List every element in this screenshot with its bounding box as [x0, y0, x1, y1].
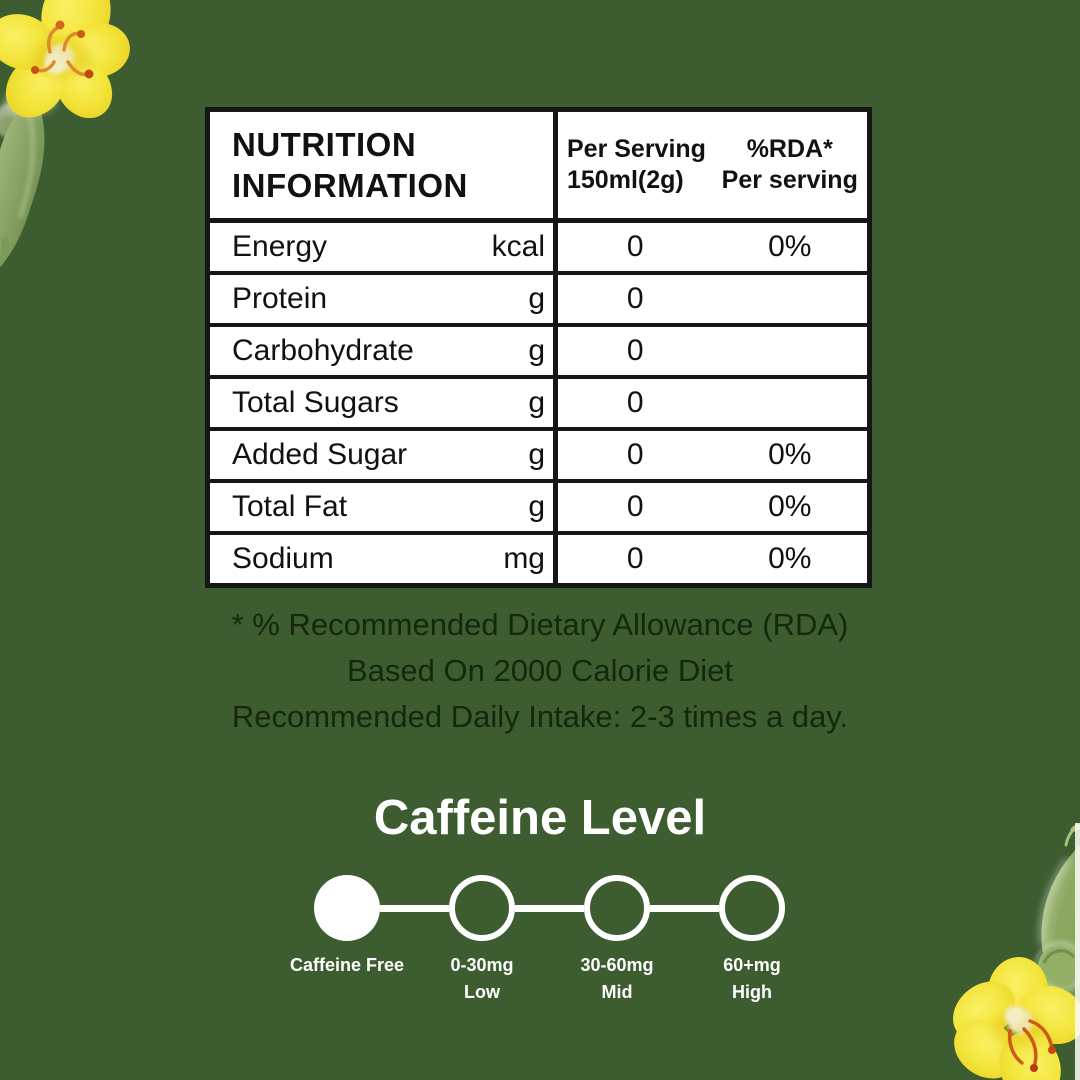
nutrient-name: Carbohydrate	[232, 334, 414, 367]
per-serving-value: 0	[626, 386, 644, 419]
table-header-values: Per Serving 150ml(2g) %RDA* Per serving	[558, 112, 867, 218]
yellow-flower-top-left-image	[0, 0, 130, 267]
caffeine-scale-connector	[515, 904, 584, 912]
caffeine-label-mid: 30-60mg Mid	[580, 955, 654, 1002]
table-row-total-sugars: Total Sugars g 0	[210, 375, 867, 427]
caffeine-level-title: Caffeine Level	[373, 791, 707, 845]
table-row-total-fat: Total Fat g 0 0%	[210, 479, 867, 531]
per-serving-value: 0	[626, 542, 644, 575]
caffeine-label-free: Caffeine Free	[289, 955, 405, 975]
nutrient-name: Sodium	[232, 542, 334, 575]
rda-footnote: * % Recommended Dietary Allowance (RDA) …	[0, 602, 1080, 740]
table-row-energy: Energy kcal 0 0%	[210, 223, 867, 271]
nutrient-name: Added Sugar	[232, 438, 408, 471]
caffeine-label-high: 60+mg High	[723, 955, 781, 1002]
table-row-carbohydrate: Carbohydrate g 0	[210, 323, 867, 375]
table-title: NUTRITION INFORMATION	[232, 126, 468, 204]
caffeine-circle-2	[584, 875, 650, 941]
yellow-flower-bottom-right-image	[953, 823, 1080, 1080]
rda-value: 0%	[768, 542, 812, 575]
nutrient-unit: g	[528, 490, 545, 523]
table-row-added-sugar: Added Sugar g 0 0%	[210, 427, 867, 479]
caffeine-label-low: 0-30mg Low	[450, 955, 514, 1002]
nutrient-unit: g	[528, 438, 545, 471]
nutrient-unit: g	[528, 334, 545, 367]
per-serving-value: 0	[626, 230, 644, 263]
nutrient-unit: g	[528, 386, 545, 419]
nutrient-name: Total Fat	[232, 490, 348, 523]
caffeine-circle-0	[314, 875, 380, 941]
nutrient-name: Protein	[232, 282, 328, 315]
per-serving-value: 0	[626, 334, 644, 367]
table-header-row: NUTRITION INFORMATION Per Serving 150ml(…	[210, 112, 867, 223]
caffeine-circle-3	[719, 875, 785, 941]
nutrient-name: Energy	[232, 230, 328, 263]
per-serving-value: 0	[626, 490, 644, 523]
nutrient-name: Total Sugars	[232, 386, 399, 419]
per-serving-value: 0	[626, 282, 644, 315]
footnote-line-3: Recommended Daily Intake: 2-3 times a da…	[231, 699, 849, 734]
nutrient-unit: g	[528, 282, 545, 315]
rda-value: 0%	[768, 230, 812, 263]
footnote-line-2: Based On 2000 Calorie Diet	[346, 653, 733, 688]
per-serving-value: 0	[626, 438, 644, 471]
footnote-line-1: * % Recommended Dietary Allowance (RDA)	[231, 607, 849, 642]
nutrient-unit: kcal	[491, 230, 545, 263]
table-column-divider	[553, 112, 558, 583]
column-header-rda: %RDA* Per serving	[721, 135, 858, 194]
caffeine-scale-track	[314, 875, 785, 941]
rda-value: 0%	[768, 490, 812, 523]
nutrient-unit: mg	[503, 542, 545, 575]
table-row-sodium: Sodium mg 0 0%	[210, 531, 867, 583]
caffeine-level-scale: Caffeine Free 0-30mg Low 30-60mg Mid 60+…	[290, 875, 785, 1010]
caffeine-circle-1	[449, 875, 515, 941]
caffeine-scale-connector	[650, 904, 719, 912]
column-header-per-serving: Per Serving 150ml(2g)	[567, 135, 706, 194]
caffeine-scale-connector	[380, 904, 449, 912]
rda-value: 0%	[768, 438, 812, 471]
nutrition-table: NUTRITION INFORMATION Per Serving 150ml(…	[205, 107, 872, 588]
table-row-protein: Protein g 0	[210, 271, 867, 323]
